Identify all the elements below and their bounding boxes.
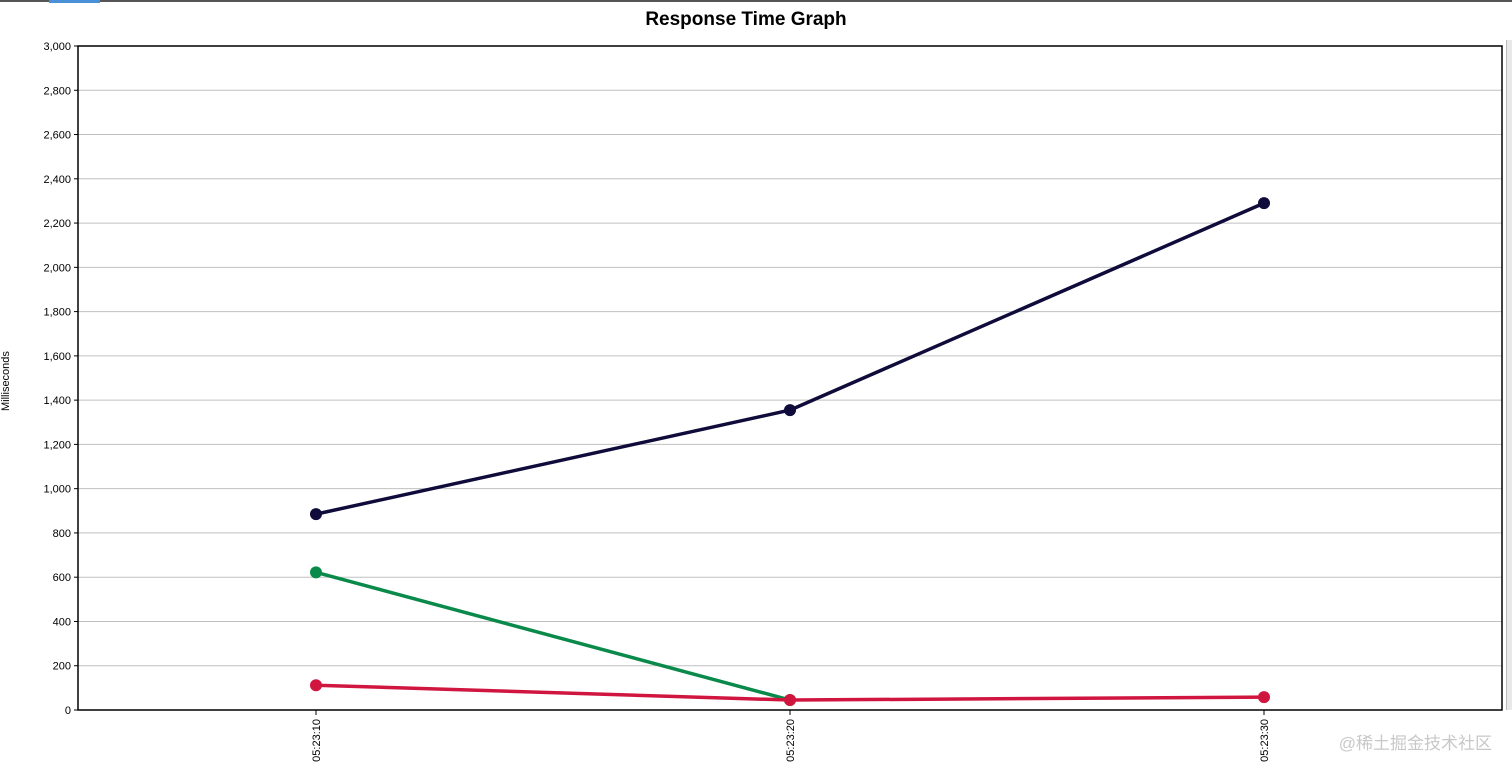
series-line-2 bbox=[315, 570, 791, 702]
y-tick-label: 1,000 bbox=[43, 484, 71, 496]
x-tick-label: 05:23:10 bbox=[311, 719, 323, 762]
active-tab-indicator[interactable] bbox=[49, 0, 100, 3]
data-point-series-1 bbox=[310, 508, 322, 521]
x-tick-label: 05:23:20 bbox=[785, 719, 797, 762]
y-tick-label: 2,400 bbox=[43, 174, 71, 186]
data-point-series-2 bbox=[310, 566, 322, 579]
data-point-series-1 bbox=[784, 404, 796, 417]
y-tick-label: 600 bbox=[53, 572, 71, 584]
y-tick-label: 2,000 bbox=[43, 262, 71, 274]
window-top-border bbox=[0, 0, 1512, 2]
y-tick-label: 400 bbox=[53, 616, 71, 628]
side-panel-edge bbox=[1506, 40, 1512, 710]
y-tick-label: 3,000 bbox=[43, 41, 71, 53]
y-tick-label: 2,800 bbox=[43, 85, 71, 97]
plot-area bbox=[78, 46, 1502, 710]
chart-title: Response Time Graph bbox=[645, 9, 847, 30]
y-tick-label: 800 bbox=[53, 528, 71, 540]
data-point-series-3 bbox=[784, 694, 796, 707]
x-tick-label: 05:23:30 bbox=[1259, 719, 1271, 762]
y-tick-label: 2,200 bbox=[43, 218, 71, 230]
y-tick-label: 1,200 bbox=[43, 439, 71, 451]
data-point-series-3 bbox=[1258, 691, 1270, 704]
y-tick-label: 200 bbox=[53, 661, 71, 673]
y-tick-label: 1,800 bbox=[43, 307, 71, 319]
data-point-series-3 bbox=[310, 679, 322, 692]
y-tick-label: 1,400 bbox=[43, 395, 71, 407]
y-tick-label: 0 bbox=[65, 705, 71, 717]
data-point-series-1 bbox=[1258, 197, 1270, 210]
y-tick-label: 2,600 bbox=[43, 130, 71, 142]
watermark: @稀土掘金技术社区 bbox=[1338, 734, 1492, 753]
y-tick-label: 1,600 bbox=[43, 351, 71, 363]
